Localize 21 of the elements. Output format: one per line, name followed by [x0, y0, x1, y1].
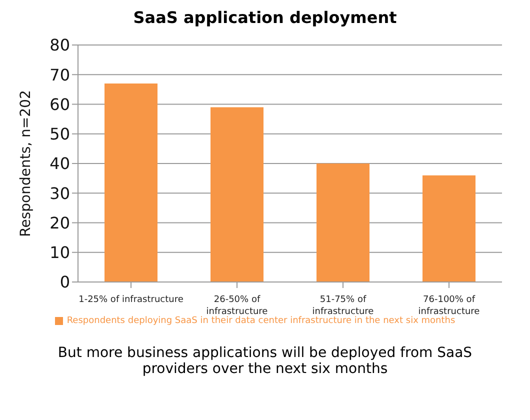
y-tick-label: 0	[60, 272, 70, 292]
bar	[316, 164, 370, 282]
legend-label: Respondents deploying SaaS in their data center infrastructure in the next six months	[66, 316, 456, 326]
y-tick-label: 30	[50, 184, 70, 203]
text: But more business applications will be deployed from SaaS providers over the next six months	[56, 345, 474, 377]
y-tick-label: 80	[50, 36, 70, 55]
x-tick-label: 26-50% of infrastructure	[206, 295, 268, 317]
bar	[422, 175, 476, 282]
y-tick-label: 10	[50, 243, 70, 262]
y-axis-title: Respondents, n=202	[18, 90, 34, 237]
y-tick-label: 20	[50, 213, 70, 232]
x-tick-label: 76-100% of infrastructure	[418, 295, 480, 317]
bar	[104, 84, 158, 282]
bar	[210, 107, 264, 282]
chart-title: SaaS application deployment	[132, 8, 398, 27]
x-tick-label: 51-75% of infrastructure	[312, 295, 374, 317]
x-tick-label: 1-25% of infrastructure	[78, 295, 184, 305]
y-tick-label: 40	[50, 154, 70, 174]
y-tick-label: 70	[50, 65, 70, 84]
y-tick-label: 60	[50, 94, 70, 114]
y-tick-label: 50	[50, 124, 70, 144]
